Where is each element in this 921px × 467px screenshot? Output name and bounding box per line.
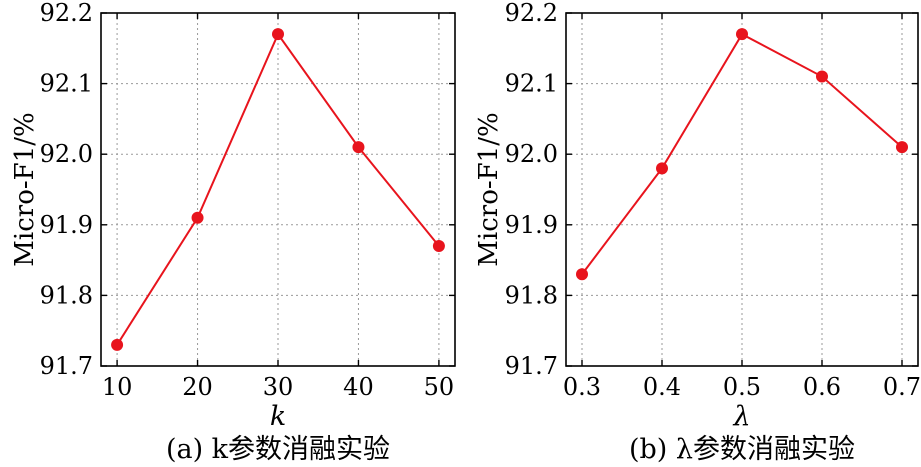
data-point (191, 211, 204, 224)
data-point (576, 268, 588, 281)
x-tick-label: 0.5 (723, 373, 761, 401)
x-tick-label: 0.3 (563, 373, 601, 401)
x-tick-label: 10 (102, 373, 133, 401)
panel-b: 91.7 91.8 91.9 92.0 92.1 92.2 0.3 0.4 0.5 0.6 0.7 λ… (474, 0, 921, 465)
y-tick-label: 91.8 (40, 281, 93, 309)
y-tick-label: 91.7 (505, 352, 558, 380)
data-point (111, 338, 124, 351)
y-tick-label: 92.0 (40, 140, 93, 168)
data-point (352, 141, 365, 154)
x-tick-label: 30 (263, 373, 294, 401)
x-tick-label: 40 (343, 373, 374, 401)
data-point (656, 162, 668, 175)
panel-a: 91.7 91.8 91.9 92.0 92.1 92.2 10 20 30 40 50 k Micro… (10, 0, 456, 465)
panel-caption: (b) λ参数消融实验 (629, 434, 855, 465)
data-point (272, 28, 284, 41)
y-axis-label: Micro-F1/% (10, 112, 40, 266)
data-point (896, 141, 908, 154)
data-point (816, 70, 828, 83)
x-tick-label: 0.4 (643, 373, 681, 401)
y-tick-label: 92.1 (40, 70, 93, 98)
x-axis-label: k (270, 401, 286, 432)
y-tick-label: 91.9 (40, 211, 93, 239)
x-tick-label: 0.7 (883, 373, 921, 401)
y-axis-label: Micro-F1/% (474, 112, 504, 266)
y-tick-label: 92.2 (40, 0, 93, 27)
x-tick-label: 0.6 (803, 373, 841, 401)
y-tick-label: 92.1 (505, 70, 558, 98)
y-tick-label: 91.8 (505, 281, 558, 309)
x-tick-label: 20 (182, 373, 213, 401)
panel-caption: (a) k参数消融实验 (166, 434, 390, 465)
y-tick-label: 91.9 (505, 211, 558, 239)
data-point (432, 239, 445, 252)
data-point (736, 28, 748, 41)
y-tick-label: 92.2 (505, 0, 558, 27)
y-tick-label: 91.7 (40, 352, 93, 380)
x-tick-label: 50 (424, 373, 455, 401)
y-tick-label: 92.0 (505, 140, 558, 168)
x-axis-label: λ (732, 401, 750, 432)
